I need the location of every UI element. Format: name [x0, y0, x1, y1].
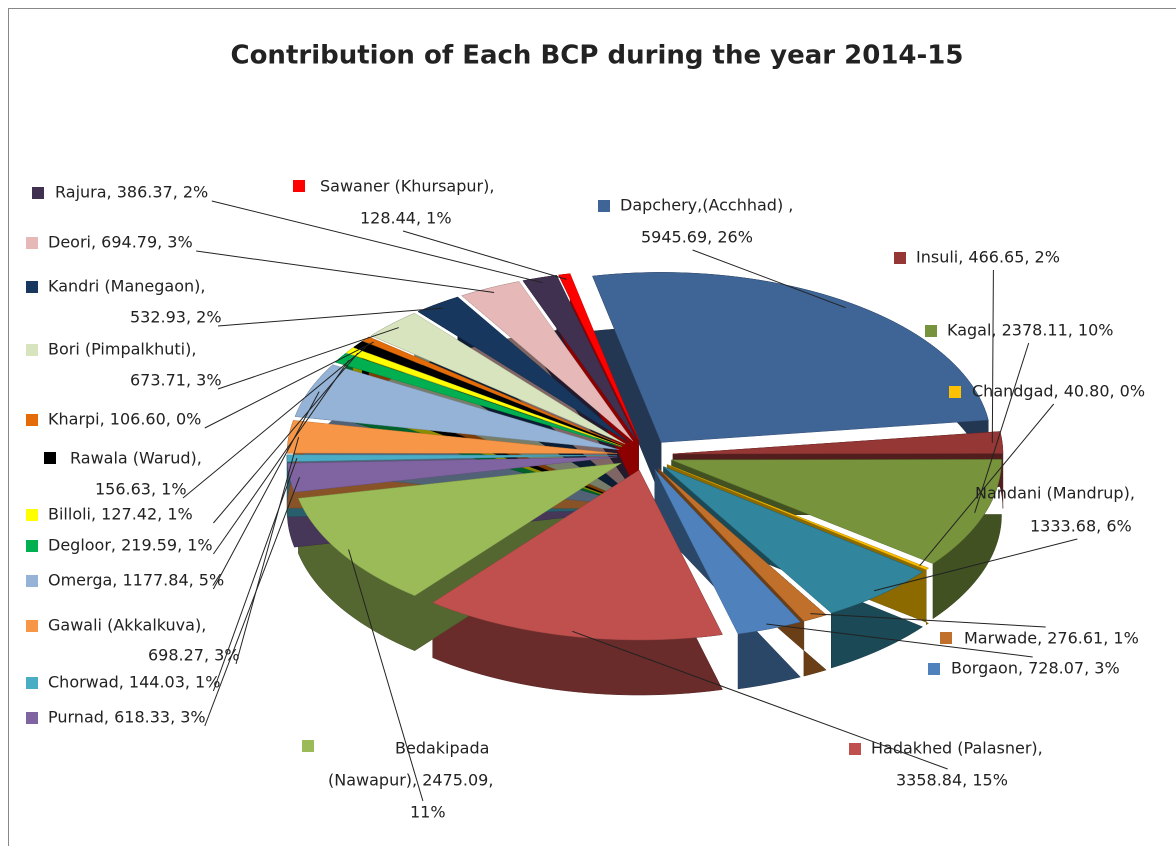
data-label: 11% — [410, 803, 446, 822]
legend-key — [940, 632, 952, 644]
data-label: 3358.84, 15% — [896, 771, 1008, 790]
legend-key — [32, 187, 44, 199]
legend-key — [26, 414, 38, 426]
data-label: 1333.68, 6% — [1030, 517, 1132, 536]
legend-key — [26, 620, 38, 632]
data-label: 698.27, 3% — [148, 646, 240, 665]
legend-key — [26, 677, 38, 689]
legend-key — [26, 575, 38, 587]
data-label: Purnad, 618.33, 3% — [48, 708, 206, 727]
data-label: Billoli, 127.42, 1% — [48, 505, 193, 524]
legend-key — [26, 712, 38, 724]
data-label: Rawala (Warud), — [70, 449, 202, 468]
data-label: 5945.69, 26% — [641, 228, 753, 247]
data-label: 673.71, 3% — [130, 371, 222, 390]
legend-key — [949, 386, 961, 398]
data-label: Borgaon, 728.07, 3% — [951, 659, 1120, 678]
data-label: 156.63, 1% — [95, 480, 187, 499]
legend-key — [26, 540, 38, 552]
legend-key — [598, 200, 610, 212]
data-label: Nandani (Mandrup), — [975, 484, 1135, 503]
data-label: Gawali (Akkalkuva), — [48, 616, 206, 635]
data-label: Kharpi, 106.60, 0% — [48, 410, 201, 429]
legend-key — [849, 743, 861, 755]
data-label: Kandri (Manegaon), — [48, 277, 205, 296]
data-label: Rajura, 386.37, 2% — [55, 183, 208, 202]
legend-key — [925, 325, 937, 337]
legend-key — [26, 344, 38, 356]
data-label: Bori (Pimpalkhuti), — [48, 340, 196, 359]
data-label: Degloor, 219.59, 1% — [48, 536, 213, 555]
data-label: Kagal, 2378.11, 10% — [947, 321, 1114, 340]
data-label: 128.44, 1% — [360, 209, 452, 228]
legend-key — [293, 180, 305, 192]
chart-title: Contribution of Each BCP during the year… — [230, 41, 963, 71]
legend-key — [894, 252, 906, 264]
data-label: Sawaner (Khursapur), — [320, 177, 494, 196]
data-label: Marwade, 276.61, 1% — [964, 629, 1139, 648]
legend-key — [26, 281, 38, 293]
data-label: 532.93, 2% — [130, 308, 222, 327]
legend-key — [26, 509, 38, 521]
data-label: Deori, 694.79, 3% — [48, 233, 193, 252]
data-label: (Nawapur), 2475.09, — [328, 771, 493, 790]
legend-key — [26, 237, 38, 249]
legend-key — [302, 740, 314, 752]
data-label: Dapchery,(Acchhad) , — [620, 196, 793, 215]
data-label: Chorwad, 144.03, 1% — [48, 673, 220, 692]
data-label: Chandgad, 40.80, 0% — [972, 382, 1145, 401]
legend-key — [44, 452, 56, 464]
data-label: Omerga, 1177.84, 5% — [48, 571, 224, 590]
data-label: Insuli, 466.65, 2% — [916, 248, 1060, 267]
legend-key — [928, 663, 940, 675]
data-label: Hadakhed (Palasner), — [871, 739, 1043, 758]
